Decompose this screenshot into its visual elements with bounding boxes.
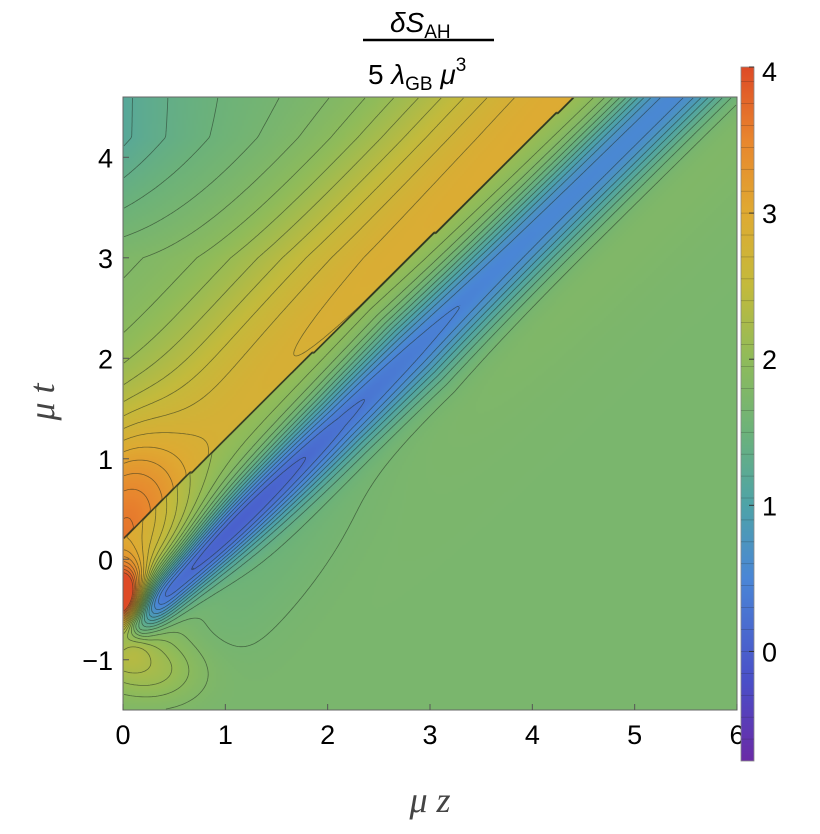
contour-fill [123, 97, 737, 710]
colorbar-ticks: 0 1 2 3 4 [741, 57, 777, 740]
contour-line-14 [123, 97, 732, 631]
y-axis-label: μ t [22, 382, 62, 421]
title-denominator-power: 3 [456, 55, 467, 76]
title-denominator-mu: μ [439, 59, 455, 90]
contour-line-13 [123, 97, 723, 628]
contour-line-9 [151, 97, 694, 614]
contour-line-28 [123, 517, 136, 615]
x-tick-label-5: 5 [627, 720, 642, 750]
y-axis-ticks: −1 0 1 2 3 4 [82, 143, 129, 676]
x-tick-label-1: 1 [218, 720, 233, 750]
y-tick-label-1: 0 [98, 545, 113, 575]
colorbar-tick-label-4: 4 [762, 57, 777, 87]
colorbar-tick-label-0: 0 [762, 637, 777, 667]
svg-text:δSAH: δSAH [390, 7, 451, 43]
contour-line-8 [154, 97, 684, 610]
title-numerator-subscript: AH [424, 22, 450, 43]
title-denominator-lambda: λ [389, 59, 405, 90]
contour-line-12 [123, 97, 715, 625]
title-denominator-lambda-subscript: GB [405, 74, 432, 95]
y-tick-label-0: −1 [82, 646, 113, 676]
x-tick-label-3: 3 [422, 720, 437, 750]
contour-line-15 [123, 97, 737, 648]
y-tick-label-2: 1 [98, 445, 113, 475]
colorbar: 0 1 2 3 4 [740, 57, 777, 762]
contour-line-7 [158, 305, 461, 605]
colorbar-tick-label-3: 3 [762, 199, 777, 229]
chart-title: δSAH 5 λGB μ3 [363, 7, 494, 96]
x-tick-label-2: 2 [320, 720, 335, 750]
contour-line-10 [148, 97, 701, 618]
x-tick-label-4: 4 [525, 720, 540, 750]
contour-line-17 [123, 97, 594, 698]
y-tick-label-5: 4 [98, 143, 113, 173]
y-tick-label-3: 2 [98, 344, 113, 374]
contour-line-6 [164, 398, 365, 597]
x-tick-label-0: 0 [115, 720, 130, 750]
y-tick-label-4: 3 [98, 244, 113, 274]
svg-text:5 λGB μ3: 5 λGB μ3 [368, 55, 466, 96]
contour-line-11 [146, 97, 708, 621]
title-denominator-coefficient: 5 [368, 59, 384, 90]
contour-line-16 [123, 97, 605, 710]
colorbar-tick-label-2: 2 [762, 345, 777, 375]
contour-lines [123, 97, 737, 710]
contour-line-30 [123, 572, 134, 612]
plot-area [123, 97, 737, 710]
colorbar-tick-label-1: 1 [762, 491, 777, 521]
colorbar-gradient [740, 66, 755, 762]
contour-line-29 [123, 569, 135, 613]
x-axis-label: μ z [408, 780, 450, 820]
title-numerator-symbol: δS [390, 7, 425, 38]
contour-line-5 [191, 456, 306, 571]
